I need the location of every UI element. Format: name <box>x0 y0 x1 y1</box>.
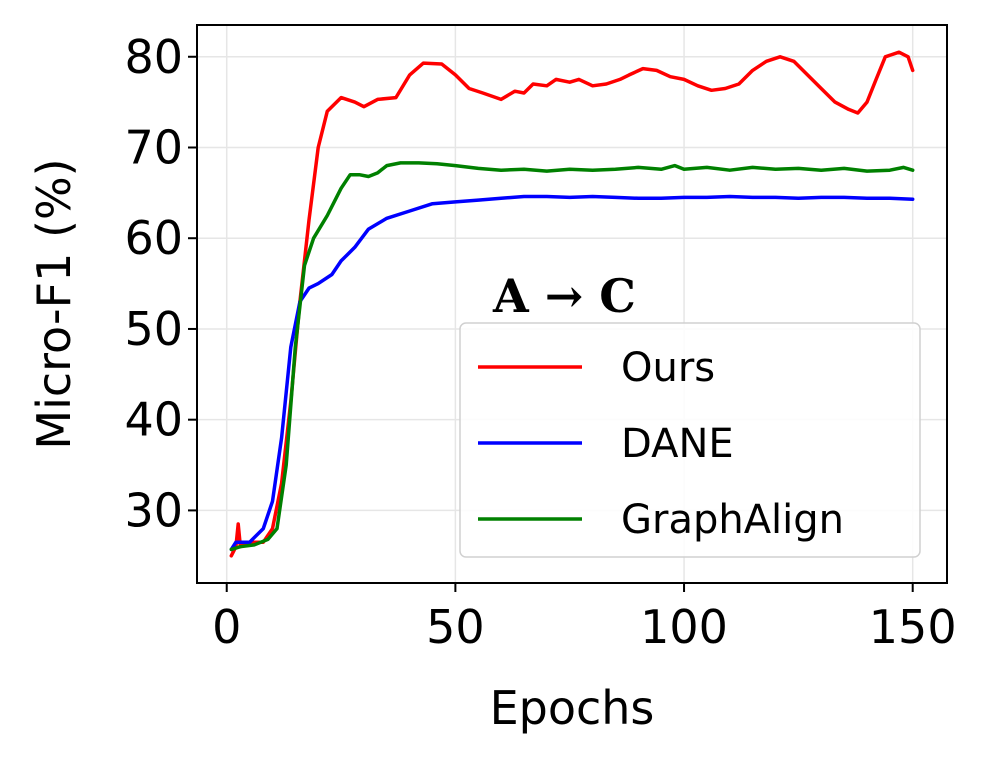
series-line-dane <box>229 194 915 552</box>
y-tick-label: 80 <box>124 30 183 84</box>
legend-box <box>459 322 921 558</box>
legend-label-dane: DANE <box>621 421 734 467</box>
plot-frame <box>196 24 948 584</box>
chart-annotation: A → C <box>492 269 636 323</box>
legend-label-graphalign: GraphAlign <box>621 497 844 543</box>
series-lines <box>229 50 915 558</box>
y-tick-label: 60 <box>124 211 183 265</box>
y-tick-label: 30 <box>124 483 183 537</box>
series-line-ours <box>229 50 915 558</box>
y-axis-title: Micro-F1 (%) <box>27 158 81 449</box>
y-tick-label: 50 <box>124 302 183 356</box>
x-tick-label: 0 <box>212 600 241 654</box>
legend-label-ours: Ours <box>621 345 715 391</box>
y-tick-label: 70 <box>124 120 183 174</box>
axis-ticks: 0 50 100 150 30 40 50 60 70 80 <box>124 30 956 654</box>
y-tick-label: 40 <box>124 393 183 447</box>
x-tick-label: 50 <box>426 600 485 654</box>
x-axis-title: Epochs <box>490 681 655 735</box>
x-tick-label: 100 <box>640 600 728 654</box>
x-tick-label: 150 <box>869 600 957 654</box>
series-line-graphalign <box>229 161 915 552</box>
legend: Ours DANE GraphAlign <box>459 322 921 558</box>
